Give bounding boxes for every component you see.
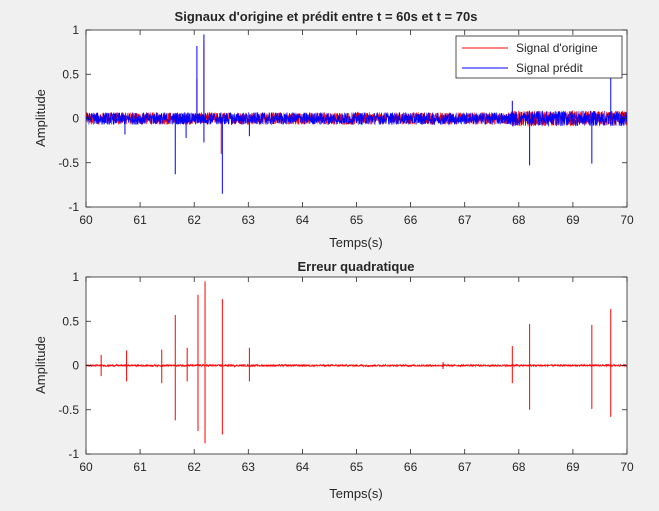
axes-title: Signaux d'origine et prédit entre t = 60… [175,9,478,24]
x-axis-label: Temps(s) [329,235,382,250]
x-tick-label: 64 [296,213,310,227]
legend-box [455,35,623,79]
tick-marks [85,276,628,455]
trace-error [86,363,627,368]
tick-marks [85,29,628,208]
x-tick-label: 68 [512,460,526,474]
y-tick-label: 1 [72,23,79,37]
y-axis-label: Amplitude [33,89,48,147]
x-tick-label: 70 [620,460,634,474]
y-tick-label: 1 [72,270,79,284]
y-tick-label: 0.5 [62,314,79,328]
x-tick-label: 62 [188,213,202,227]
y-tick-label: 0 [72,359,79,373]
plot-area [86,34,627,194]
axes-title: Erreur quadratique [297,259,414,274]
y-tick-label: 0 [72,112,79,126]
x-axis-label: Temps(s) [329,486,382,501]
x-tick-label: 67 [458,213,472,227]
trace-predicted [86,110,627,128]
x-tick-label: 69 [566,460,580,474]
tick-labels: 60 61 62 63 64 65 66 67 68 69 70 1 0.5 0 -0.5 -1 [58,23,634,227]
x-tick-label: 64 [296,460,310,474]
legend-label-original: Signal d'origine [516,41,598,55]
x-tick-label: 60 [79,213,93,227]
y-tick-label: -1 [68,447,79,461]
x-tick-label: 67 [458,460,472,474]
legend-label-predicted: Signal prédit [516,61,583,75]
x-tick-label: 63 [242,460,256,474]
y-tick-label: -0.5 [58,403,79,417]
x-tick-label: 60 [79,460,93,474]
x-tick-label: 66 [404,460,418,474]
legend[interactable]: Signal d'origine Signal prédit [455,35,623,79]
axes-signals: 60 61 62 63 64 65 66 67 68 69 70 1 0.5 0 -0.5 -1 Signau… [33,9,634,250]
x-tick-label: 65 [350,213,364,227]
x-tick-label: 68 [512,213,526,227]
y-tick-label: -1 [68,200,79,214]
x-tick-label: 62 [188,460,202,474]
x-tick-label: 65 [350,460,364,474]
x-tick-label: 70 [620,213,634,227]
x-tick-label: 69 [566,213,580,227]
y-axis-label: Amplitude [33,336,48,394]
x-tick-label: 61 [133,460,147,474]
y-tick-label: 0.5 [62,67,79,81]
tick-labels: 60 61 62 63 64 65 66 67 68 69 70 1 0.5 0 -0.5 -1 [58,270,634,474]
y-tick-label: -0.5 [58,156,79,170]
x-tick-label: 63 [242,213,256,227]
x-tick-label: 61 [133,213,147,227]
x-tick-label: 66 [404,213,418,227]
plot-area [86,281,627,444]
axes-quadratic-error: 60 61 62 63 64 65 66 67 68 69 70 1 0.5 0 -0.5 -1 Erreur… [33,259,634,501]
